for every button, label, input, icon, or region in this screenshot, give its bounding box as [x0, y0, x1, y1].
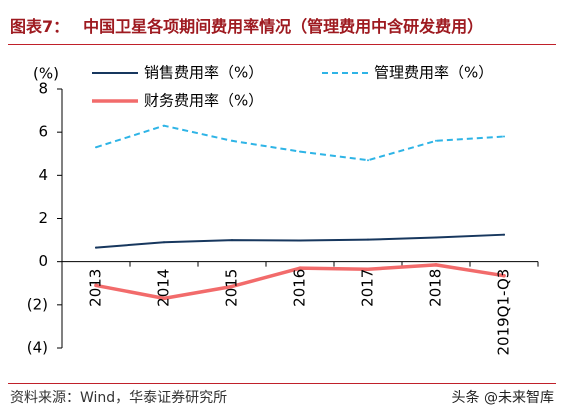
y-axis-unit-label: (%) — [33, 65, 59, 83]
footer-divider — [8, 383, 556, 384]
series-lines — [94, 124, 506, 301]
x-tick-label: 2013 — [87, 269, 105, 307]
data-point-series-3 — [366, 267, 370, 271]
data-point-series-2 — [163, 124, 165, 127]
y-tick-label: 6 — [38, 123, 48, 141]
legend-label-2: 管理费用率（%） — [374, 64, 493, 82]
data-point-series-1 — [231, 239, 233, 242]
y-tick-label: 8 — [38, 80, 48, 98]
data-point-series-2 — [435, 139, 437, 142]
y-tick-label: 2 — [38, 209, 48, 227]
data-point-series-1 — [503, 233, 505, 236]
x-tick-label: 2014 — [155, 269, 173, 307]
x-tick-label: 2019Q1-Q3 — [495, 269, 513, 356]
data-point-series-3 — [298, 266, 302, 270]
title-divider — [8, 44, 556, 45]
data-point-series-2 — [367, 159, 369, 162]
chart-title: 图表7： 中国卫星各项期间费用率情况（管理费用中含研发费用） — [10, 16, 483, 38]
data-point-series-2 — [95, 146, 97, 149]
data-point-series-3 — [502, 273, 506, 278]
data-point-series-1 — [163, 241, 165, 244]
axes — [57, 88, 539, 349]
figure-number: 图表7： — [10, 17, 70, 36]
data-point-series-1 — [95, 246, 97, 249]
data-point-series-1 — [299, 239, 301, 242]
x-tick-label: 2018 — [427, 269, 445, 307]
x-tick-label: 2016 — [291, 269, 309, 307]
y-tick-label: (4) — [27, 339, 48, 357]
source-note: 资料来源：Wind，华泰证券研究所 — [10, 390, 228, 406]
data-point-series-1 — [435, 236, 437, 239]
data-point-series-1 — [367, 238, 369, 241]
data-point-series-2 — [503, 135, 505, 138]
watermark: 头条 @未来智库 — [451, 390, 554, 406]
y-tick-label: 0 — [38, 252, 48, 270]
data-point-series-2 — [231, 139, 233, 142]
data-point-series-3 — [434, 263, 438, 267]
y-tick-labels: 8 6 4 2 0 (2) (4) — [27, 80, 48, 357]
data-point-series-2 — [299, 150, 301, 153]
y-tick-label: (2) — [27, 295, 48, 313]
data-point-series-3 — [162, 296, 166, 301]
x-tick-labels: 2013 2014 2015 2016 2017 2018 2019Q1-Q3 — [87, 269, 513, 356]
legend-label-3: 财务费用率（%） — [144, 92, 263, 110]
data-point-series-3 — [94, 283, 98, 288]
y-tick-label: 4 — [38, 166, 48, 184]
figure-title-text: 中国卫星各项期间费用率情况（管理费用中含研发费用） — [83, 17, 484, 36]
x-tick-label: 2017 — [359, 269, 377, 307]
data-point-series-3 — [230, 284, 234, 289]
x-tick-label: 2015 — [223, 269, 241, 307]
legend: 销售费用率（%） 管理费用率（%） 财务费用率（%） — [92, 64, 493, 110]
series-line-2 — [95, 124, 505, 162]
legend-label-1: 销售费用率（%） — [144, 64, 263, 82]
